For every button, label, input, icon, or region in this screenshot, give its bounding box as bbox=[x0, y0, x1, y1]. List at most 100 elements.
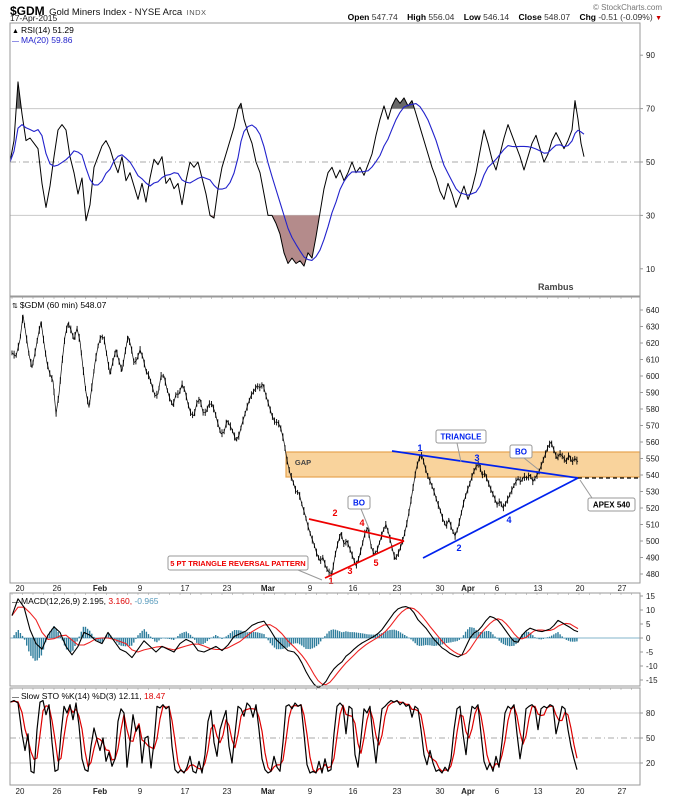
copyright: © StockCharts.com bbox=[592, 3, 662, 12]
svg-text:Mar: Mar bbox=[261, 787, 275, 796]
svg-text:Apr: Apr bbox=[461, 584, 475, 593]
svg-text:480: 480 bbox=[646, 570, 660, 579]
svg-text:17: 17 bbox=[181, 584, 190, 593]
svg-text:0: 0 bbox=[646, 634, 651, 643]
svg-text:23: 23 bbox=[393, 584, 402, 593]
svg-text:2: 2 bbox=[332, 508, 337, 518]
rsi-chart-icon: ▲ bbox=[12, 28, 19, 35]
svg-text:TRIANGLE: TRIANGLE bbox=[441, 433, 483, 442]
svg-text:BO: BO bbox=[353, 499, 365, 508]
svg-text:1: 1 bbox=[328, 576, 333, 586]
svg-text:6: 6 bbox=[495, 787, 500, 796]
svg-text:26: 26 bbox=[53, 787, 62, 796]
svg-text:10: 10 bbox=[646, 265, 655, 274]
svg-text:50: 50 bbox=[646, 158, 655, 167]
svg-text:Feb: Feb bbox=[93, 787, 107, 796]
price-label: $GDM (60 min) 548.07 bbox=[19, 300, 107, 310]
svg-text:16: 16 bbox=[349, 787, 358, 796]
svg-text:590: 590 bbox=[646, 389, 660, 398]
ohlc-row: Open 547.74 High 556.04 Low 546.14 Close… bbox=[341, 12, 662, 22]
svg-text:510: 510 bbox=[646, 521, 660, 530]
svg-text:-10: -10 bbox=[646, 662, 658, 671]
svg-text:2: 2 bbox=[456, 543, 461, 553]
macd-line-icon: — bbox=[12, 599, 19, 606]
svg-text:530: 530 bbox=[646, 488, 660, 497]
svg-text:APEX 540: APEX 540 bbox=[593, 501, 631, 510]
sto-d-value: 18.47 bbox=[144, 691, 166, 701]
svg-text:5: 5 bbox=[373, 558, 378, 568]
svg-text:600: 600 bbox=[646, 372, 660, 381]
svg-text:23: 23 bbox=[223, 787, 232, 796]
svg-text:50: 50 bbox=[646, 734, 655, 743]
sto-line-icon: — bbox=[12, 694, 19, 701]
svg-text:30: 30 bbox=[646, 211, 655, 220]
svg-text:27: 27 bbox=[618, 584, 627, 593]
svg-text:1: 1 bbox=[417, 443, 422, 453]
svg-text:490: 490 bbox=[646, 554, 660, 563]
svg-text:Feb: Feb bbox=[93, 584, 107, 593]
svg-text:BO: BO bbox=[515, 448, 527, 457]
close-label: Close bbox=[518, 12, 542, 22]
svg-text:9: 9 bbox=[308, 787, 313, 796]
svg-text:17: 17 bbox=[181, 787, 190, 796]
svg-text:520: 520 bbox=[646, 504, 660, 513]
open-value: 547.74 bbox=[371, 12, 398, 22]
svg-text:580: 580 bbox=[646, 405, 660, 414]
macd-hist-value: -0.965 bbox=[134, 596, 159, 606]
svg-text:23: 23 bbox=[223, 584, 232, 593]
svg-text:3: 3 bbox=[347, 566, 352, 576]
svg-text:26: 26 bbox=[53, 584, 62, 593]
svg-text:Mar: Mar bbox=[261, 584, 275, 593]
low-label: Low bbox=[463, 12, 481, 22]
updown-arrows-icon: ⇅ bbox=[12, 303, 18, 310]
svg-text:20: 20 bbox=[576, 787, 585, 796]
svg-text:30: 30 bbox=[436, 584, 445, 593]
header-line-1: $GDM Gold Miners Index - NYSE Arca INDX bbox=[10, 2, 207, 20]
svg-text:-15: -15 bbox=[646, 676, 658, 685]
rsi-ma-label: MA(20) 59.86 bbox=[21, 35, 73, 45]
sto-label: Slow STO %K(14) %D(3) 12.11, bbox=[21, 691, 142, 701]
svg-text:560: 560 bbox=[646, 438, 660, 447]
svg-text:15: 15 bbox=[646, 592, 655, 601]
sto-legend: — Slow STO %K(14) %D(3) 12.11, 18.47 bbox=[12, 691, 165, 701]
svg-text:9: 9 bbox=[138, 787, 143, 796]
svg-text:16: 16 bbox=[349, 584, 358, 593]
svg-text:3: 3 bbox=[474, 453, 479, 463]
svg-text:550: 550 bbox=[646, 455, 660, 464]
chart-title: Gold Miners Index - NYSE Arca bbox=[49, 7, 183, 18]
macd-legend: — MACD(12,26,9) 2.195, 3.160, -0.965 bbox=[12, 596, 159, 606]
macd-signal-value: 3.160, bbox=[108, 596, 133, 606]
svg-text:13: 13 bbox=[534, 787, 543, 796]
high-value: 556.04 bbox=[428, 12, 455, 22]
svg-text:540: 540 bbox=[646, 471, 660, 480]
macd-label: MACD(12,26,9) 2.195, bbox=[21, 596, 107, 606]
chg-value: -0.51 (-0.09%) bbox=[598, 12, 653, 22]
svg-text:610: 610 bbox=[646, 356, 660, 365]
svg-text:640: 640 bbox=[646, 306, 660, 315]
svg-text:23: 23 bbox=[393, 787, 402, 796]
rsi-legend: ▲ RSI(14) 51.29 bbox=[12, 25, 74, 35]
chart-date: 17-Apr-2015 bbox=[10, 13, 58, 23]
svg-text:20: 20 bbox=[646, 759, 655, 768]
svg-text:27: 27 bbox=[618, 787, 627, 796]
low-value: 546.14 bbox=[483, 12, 510, 22]
svg-text:6: 6 bbox=[495, 584, 500, 593]
svg-text:-5: -5 bbox=[646, 648, 654, 657]
svg-text:4: 4 bbox=[359, 518, 364, 528]
chg-down-arrow-icon: ▼ bbox=[655, 15, 662, 22]
svg-text:10: 10 bbox=[646, 606, 655, 615]
svg-text:20: 20 bbox=[16, 787, 25, 796]
high-label: High bbox=[407, 12, 427, 22]
svg-text:80: 80 bbox=[646, 709, 655, 718]
svg-text:4: 4 bbox=[506, 515, 511, 525]
svg-text:9: 9 bbox=[138, 584, 143, 593]
close-value: 548.07 bbox=[544, 12, 571, 22]
svg-text:20: 20 bbox=[16, 584, 25, 593]
rsi-ma-legend: — MA(20) 59.86 bbox=[12, 35, 73, 45]
watermark: Rambus bbox=[538, 282, 574, 292]
ma-line-icon: — bbox=[12, 38, 19, 45]
svg-text:570: 570 bbox=[646, 422, 660, 431]
chg-label: Chg bbox=[579, 12, 596, 22]
